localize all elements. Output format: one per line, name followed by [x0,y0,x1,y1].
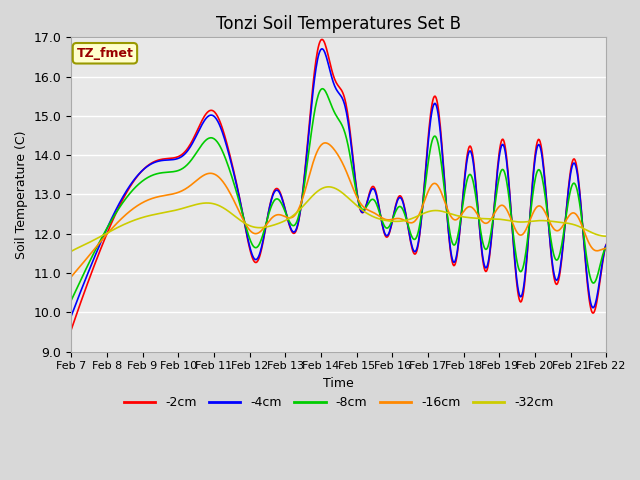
-4cm [420,188,428,194]
X-axis label: Time: Time [323,377,354,390]
-16cm [77,263,84,268]
-16cm [214,174,222,180]
-32cm [186,203,194,209]
-8cm [214,141,222,146]
-4cm [214,120,222,126]
Legend: -2cm, -4cm, -8cm, -16cm, -32cm: -2cm, -4cm, -8cm, -16cm, -32cm [119,391,559,414]
-4cm [67,313,75,319]
-8cm [67,298,75,303]
-2cm [420,187,428,192]
-8cm [77,277,84,283]
Line: -8cm: -8cm [71,89,606,300]
Text: TZ_fmet: TZ_fmet [77,47,133,60]
-8cm [319,86,326,92]
-16cm [602,245,610,251]
-16cm [420,200,428,205]
-4cm [404,226,412,231]
-8cm [132,184,140,190]
-2cm [404,226,412,232]
Line: -4cm: -4cm [71,49,606,316]
-32cm [404,217,412,223]
-4cm [77,288,84,294]
-2cm [602,241,610,247]
-32cm [420,210,428,216]
-2cm [67,327,75,333]
-16cm [404,219,412,225]
-8cm [404,223,412,229]
-8cm [602,245,610,251]
-2cm [77,299,84,305]
-32cm [77,243,84,249]
Line: -32cm: -32cm [71,187,606,252]
Line: -2cm: -2cm [71,39,606,330]
-16cm [321,140,329,146]
-32cm [325,184,333,190]
Y-axis label: Soil Temperature (C): Soil Temperature (C) [15,130,28,259]
-32cm [602,233,610,239]
-16cm [67,274,75,280]
Line: -16cm: -16cm [71,143,606,277]
-2cm [186,142,194,147]
-4cm [602,242,610,248]
-2cm [318,36,326,42]
Title: Tonzi Soil Temperatures Set B: Tonzi Soil Temperatures Set B [216,15,461,33]
-8cm [186,158,194,164]
-2cm [214,115,222,121]
-16cm [186,183,194,189]
-4cm [186,144,194,150]
-32cm [132,217,140,223]
-4cm [318,46,326,52]
-32cm [214,203,222,208]
-8cm [420,193,428,199]
-32cm [67,249,75,254]
-2cm [132,175,140,181]
-16cm [132,204,140,210]
-4cm [132,175,140,180]
